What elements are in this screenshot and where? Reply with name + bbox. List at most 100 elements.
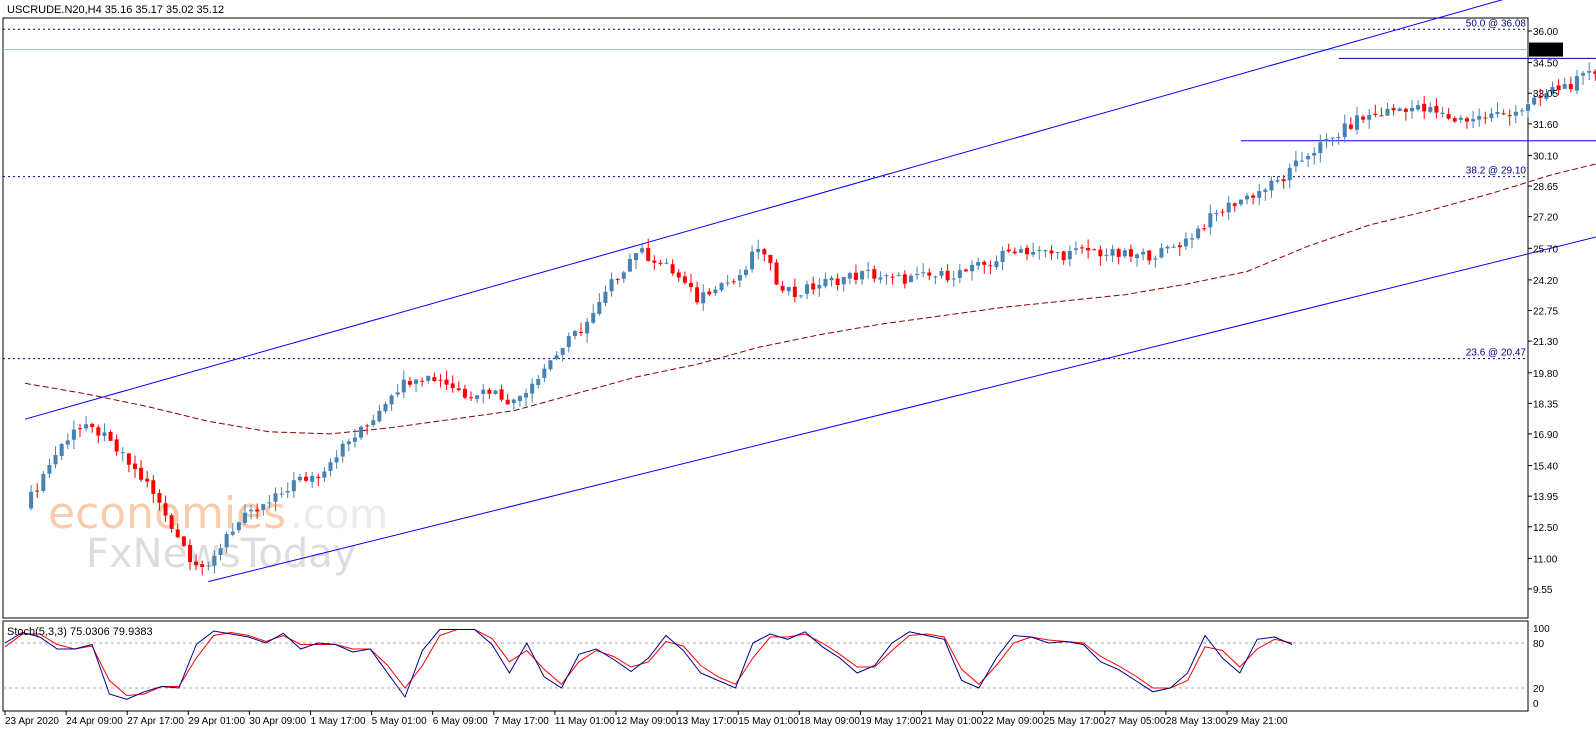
- candle-bear: [1086, 248, 1091, 251]
- candle-bull: [273, 493, 278, 502]
- candle-bear: [658, 262, 663, 264]
- candle-bull: [530, 383, 535, 394]
- price-axis-label: 19.80: [1533, 369, 1558, 380]
- price-axis-label: 12.50: [1533, 523, 1558, 534]
- candle-bull: [517, 396, 522, 402]
- candle-bull: [823, 278, 828, 287]
- candle-bull: [1513, 111, 1518, 116]
- candle-bull: [371, 420, 376, 426]
- price-axis-label: 13.95: [1533, 492, 1558, 503]
- candle-bear: [462, 388, 467, 398]
- candle-bull: [1581, 73, 1586, 76]
- candle-bull: [1043, 250, 1048, 252]
- time-axis-label: 29 May 21:00: [1227, 716, 1288, 727]
- candle-bear: [1452, 118, 1457, 122]
- candle-bear: [1348, 124, 1353, 129]
- candle-bear: [1177, 245, 1182, 248]
- time-axis-label: 25 May 17:00: [1044, 716, 1105, 727]
- time-axis-label: 27 Apr 17:00: [127, 716, 184, 727]
- candle-bull: [236, 522, 241, 531]
- candle-bear: [114, 439, 119, 452]
- candle-bear: [487, 389, 492, 394]
- time-axis-label: 12 May 09:00: [616, 716, 677, 727]
- candle-bull: [1385, 108, 1390, 116]
- candle-bull: [102, 432, 107, 436]
- candle-bull: [65, 440, 70, 445]
- channel-lower-line: [208, 236, 1596, 583]
- candle-bull: [860, 271, 865, 280]
- time-axis-label: 1 May 17:00: [311, 716, 366, 727]
- candle-bear: [1373, 113, 1378, 115]
- candle-bull: [1342, 123, 1347, 138]
- candle-bull: [621, 272, 626, 279]
- candle-bear: [1379, 115, 1384, 117]
- candle-bear: [1281, 179, 1286, 182]
- candle-bull: [493, 390, 498, 394]
- candle-bull: [737, 275, 742, 281]
- candle-bear: [1446, 114, 1451, 119]
- candle-bull: [524, 392, 529, 398]
- candle-bear: [927, 272, 932, 276]
- candle-bull: [377, 410, 382, 422]
- candle-bear: [35, 490, 40, 492]
- moving-average-line: [24, 163, 1596, 435]
- candle-bear: [77, 428, 82, 430]
- candle-bull: [1183, 238, 1188, 247]
- candle-bull: [334, 457, 339, 463]
- candle-bear: [420, 380, 425, 382]
- candle-bull: [1135, 254, 1140, 259]
- candle-bear: [169, 515, 174, 529]
- candle-bull: [1055, 252, 1060, 254]
- candle-bull: [866, 269, 871, 271]
- candle-bear: [982, 261, 987, 265]
- candle-bear: [1147, 250, 1152, 261]
- candle-bear: [762, 249, 767, 255]
- candle-bull: [957, 270, 962, 278]
- candle-bull: [933, 276, 938, 278]
- candle-bull: [829, 277, 834, 281]
- candle-bear: [365, 425, 370, 427]
- candle-bear: [1012, 251, 1017, 254]
- time-axis-label: 6 May 09:00: [433, 716, 488, 727]
- candle-bull: [1226, 202, 1231, 213]
- candle-bull: [915, 273, 920, 275]
- time-axis-label: 19 May 17:00: [860, 716, 921, 727]
- price-pane-frame: [2, 17, 1529, 619]
- current-price-badge: [1529, 42, 1563, 57]
- candle-bull: [1293, 160, 1298, 167]
- candle-bull: [560, 348, 565, 355]
- candle-bull: [71, 429, 76, 440]
- price-axis-label: 31.60: [1533, 120, 1558, 131]
- stoch-axis-label: 100: [1533, 624, 1550, 635]
- candle-bull: [1159, 247, 1164, 258]
- candle-bull: [701, 292, 706, 304]
- candle-bull: [206, 565, 211, 567]
- candle-bull: [597, 301, 602, 314]
- candle-bear: [1049, 250, 1054, 254]
- candle-bear: [1422, 103, 1427, 112]
- stoch-main-line: [4, 629, 1293, 700]
- candle-bull: [1031, 252, 1036, 255]
- candle-bear: [438, 379, 443, 381]
- candle-bull: [1440, 112, 1445, 114]
- candle-bull: [383, 403, 388, 412]
- candle-bull: [1214, 213, 1219, 215]
- candle-bull: [743, 269, 748, 276]
- candle-bull: [1104, 254, 1109, 256]
- candle-bear: [126, 453, 131, 465]
- candle-bear: [444, 379, 449, 385]
- candle-bull: [340, 443, 345, 457]
- candle-bull: [664, 262, 669, 264]
- candle-bull: [346, 441, 351, 445]
- candle-bull: [542, 368, 547, 378]
- candle-bull: [786, 287, 791, 292]
- candle-bull: [756, 248, 761, 253]
- price-axis-label: 24.20: [1533, 276, 1558, 287]
- candle-bear: [835, 278, 840, 285]
- candle-bear: [469, 397, 474, 399]
- candle-bull: [939, 271, 944, 276]
- candle-bull: [1428, 107, 1433, 112]
- candle-bull: [328, 462, 333, 471]
